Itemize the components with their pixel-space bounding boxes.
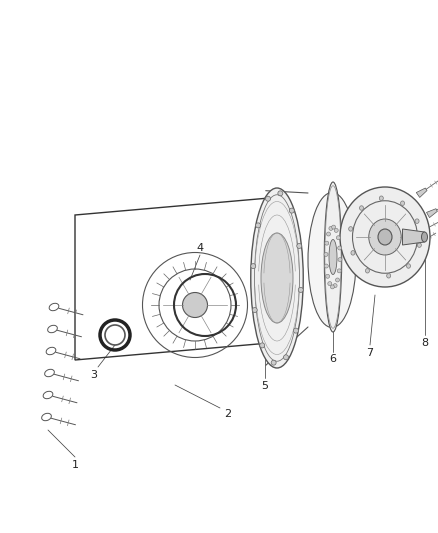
Ellipse shape	[338, 246, 342, 250]
Text: 4: 4	[196, 243, 204, 253]
Ellipse shape	[334, 228, 338, 232]
Ellipse shape	[252, 308, 257, 312]
Ellipse shape	[417, 243, 421, 247]
Text: 7: 7	[367, 348, 374, 358]
Text: 1: 1	[71, 460, 78, 470]
Ellipse shape	[325, 274, 330, 278]
Polygon shape	[410, 241, 421, 251]
Ellipse shape	[336, 278, 339, 282]
Ellipse shape	[260, 343, 265, 348]
Ellipse shape	[329, 239, 337, 274]
Text: 5: 5	[261, 381, 268, 391]
Text: 6: 6	[329, 354, 336, 364]
Ellipse shape	[283, 355, 289, 360]
Ellipse shape	[360, 206, 364, 210]
Polygon shape	[403, 229, 424, 245]
Ellipse shape	[379, 196, 383, 200]
Ellipse shape	[351, 251, 355, 255]
Polygon shape	[427, 209, 438, 217]
Ellipse shape	[324, 182, 342, 332]
Ellipse shape	[332, 225, 336, 229]
Ellipse shape	[324, 264, 328, 268]
Ellipse shape	[340, 187, 430, 287]
Ellipse shape	[251, 264, 256, 269]
Ellipse shape	[256, 223, 261, 228]
Ellipse shape	[278, 191, 283, 196]
Text: 8: 8	[421, 338, 428, 348]
Ellipse shape	[349, 227, 353, 231]
Ellipse shape	[293, 328, 298, 333]
Ellipse shape	[338, 257, 342, 262]
Ellipse shape	[333, 284, 337, 288]
Ellipse shape	[289, 208, 294, 213]
Ellipse shape	[365, 269, 369, 273]
Ellipse shape	[328, 281, 332, 286]
Ellipse shape	[387, 273, 391, 278]
Polygon shape	[419, 226, 430, 235]
Ellipse shape	[261, 233, 293, 323]
Text: 2: 2	[224, 409, 232, 419]
Ellipse shape	[326, 232, 331, 236]
Ellipse shape	[308, 192, 356, 327]
Ellipse shape	[265, 196, 271, 201]
Polygon shape	[416, 188, 427, 197]
Ellipse shape	[406, 264, 410, 268]
Ellipse shape	[421, 232, 427, 242]
Ellipse shape	[415, 219, 419, 223]
Ellipse shape	[330, 285, 334, 289]
Ellipse shape	[298, 287, 303, 293]
Ellipse shape	[324, 253, 328, 256]
Ellipse shape	[400, 201, 405, 206]
Ellipse shape	[337, 269, 341, 273]
Ellipse shape	[251, 188, 303, 368]
Ellipse shape	[329, 227, 333, 230]
Ellipse shape	[183, 293, 208, 318]
Ellipse shape	[378, 229, 392, 245]
Ellipse shape	[325, 241, 329, 245]
Ellipse shape	[369, 219, 401, 255]
Text: 3: 3	[91, 370, 98, 380]
Ellipse shape	[271, 360, 276, 365]
Ellipse shape	[297, 244, 302, 248]
Ellipse shape	[336, 236, 340, 240]
